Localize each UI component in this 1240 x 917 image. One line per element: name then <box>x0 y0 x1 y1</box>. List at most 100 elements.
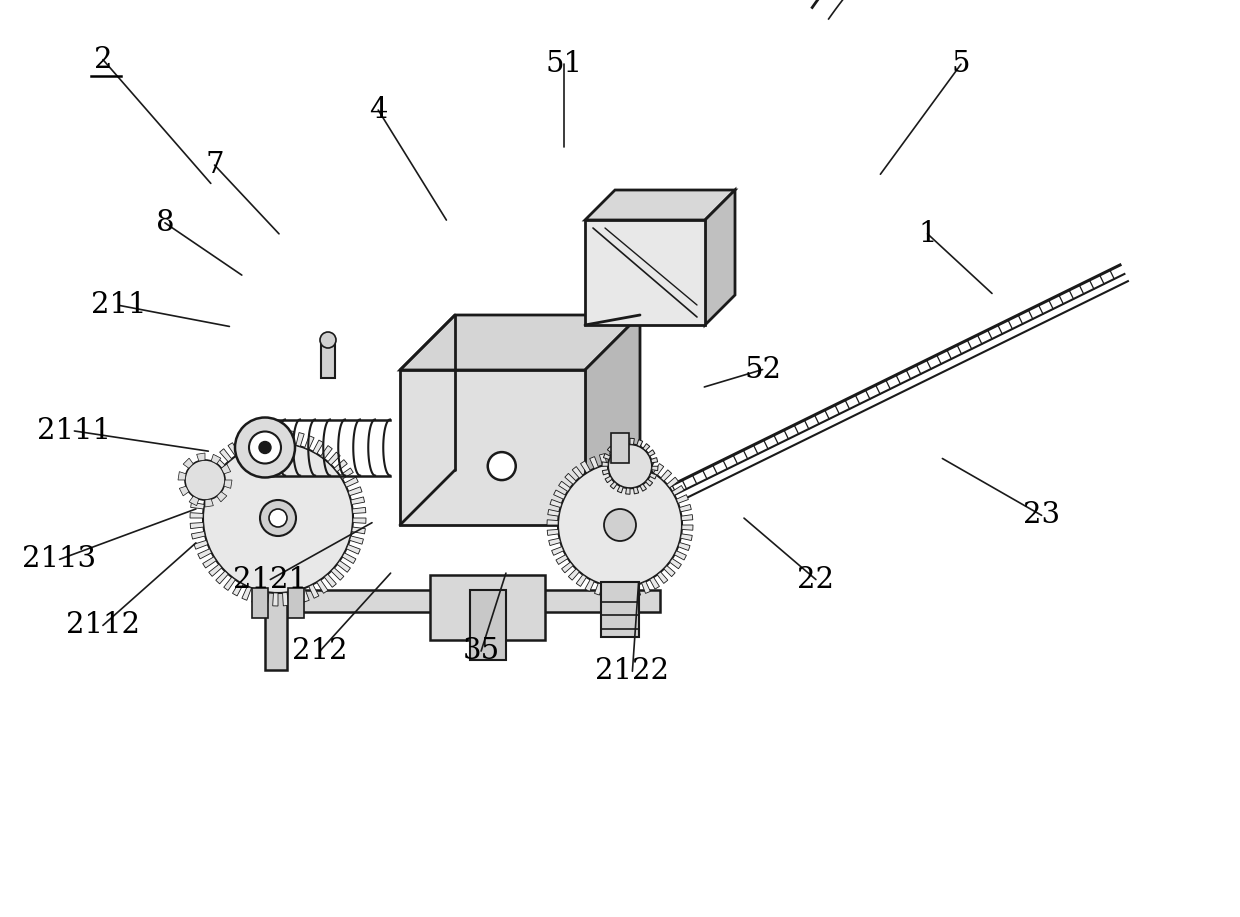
Polygon shape <box>670 558 682 569</box>
Circle shape <box>260 500 296 536</box>
Polygon shape <box>657 572 668 583</box>
Text: 2113: 2113 <box>22 546 97 573</box>
Polygon shape <box>548 510 559 516</box>
Polygon shape <box>663 566 675 577</box>
Polygon shape <box>585 220 706 325</box>
Polygon shape <box>196 482 210 492</box>
Polygon shape <box>257 431 264 445</box>
Text: 2121: 2121 <box>233 566 308 593</box>
Polygon shape <box>265 590 660 612</box>
Circle shape <box>203 443 353 593</box>
Circle shape <box>249 432 281 463</box>
Polygon shape <box>205 499 213 507</box>
Text: 2111: 2111 <box>37 417 112 445</box>
Bar <box>611 433 629 463</box>
Polygon shape <box>637 455 646 467</box>
Polygon shape <box>223 577 236 591</box>
Polygon shape <box>265 590 286 670</box>
Polygon shape <box>352 507 366 514</box>
Polygon shape <box>305 436 314 449</box>
Text: 52: 52 <box>744 356 781 383</box>
Polygon shape <box>672 485 684 495</box>
Polygon shape <box>224 480 232 489</box>
Polygon shape <box>580 461 590 473</box>
Polygon shape <box>228 443 239 457</box>
Polygon shape <box>630 438 635 445</box>
Polygon shape <box>242 586 252 601</box>
Polygon shape <box>324 574 336 587</box>
Text: 22: 22 <box>797 566 835 593</box>
Polygon shape <box>547 520 558 525</box>
Circle shape <box>320 332 336 348</box>
Circle shape <box>269 509 286 527</box>
Polygon shape <box>278 430 283 443</box>
Text: 8: 8 <box>155 209 175 237</box>
Polygon shape <box>232 582 243 596</box>
Polygon shape <box>283 592 289 606</box>
Polygon shape <box>641 581 650 593</box>
Polygon shape <box>179 471 186 480</box>
Polygon shape <box>610 452 615 464</box>
Bar <box>601 582 639 637</box>
Polygon shape <box>353 518 366 524</box>
Polygon shape <box>565 473 577 484</box>
Polygon shape <box>652 466 658 470</box>
Polygon shape <box>352 527 366 534</box>
Polygon shape <box>247 434 255 447</box>
Polygon shape <box>191 532 205 539</box>
Polygon shape <box>618 486 624 492</box>
Polygon shape <box>553 490 565 499</box>
Text: 2112: 2112 <box>66 612 140 639</box>
Polygon shape <box>675 551 687 560</box>
Polygon shape <box>681 514 693 521</box>
Polygon shape <box>180 486 188 496</box>
Polygon shape <box>681 534 692 540</box>
Circle shape <box>604 509 636 541</box>
Bar <box>288 588 304 618</box>
Polygon shape <box>273 593 278 606</box>
Polygon shape <box>590 457 599 469</box>
Polygon shape <box>614 441 620 448</box>
Polygon shape <box>346 545 361 554</box>
Polygon shape <box>291 591 299 604</box>
Polygon shape <box>286 431 294 444</box>
Polygon shape <box>620 452 625 463</box>
Polygon shape <box>217 492 227 502</box>
Text: 35: 35 <box>463 637 500 665</box>
Text: 7: 7 <box>205 151 224 179</box>
Circle shape <box>608 444 652 488</box>
Bar <box>321 340 335 378</box>
Polygon shape <box>237 437 247 451</box>
Polygon shape <box>626 488 630 494</box>
Polygon shape <box>646 480 652 486</box>
Text: 2122: 2122 <box>595 657 670 685</box>
Polygon shape <box>206 464 219 475</box>
Polygon shape <box>642 444 650 450</box>
Polygon shape <box>340 468 353 480</box>
Polygon shape <box>470 590 506 660</box>
Polygon shape <box>621 438 626 446</box>
Polygon shape <box>300 588 309 602</box>
Polygon shape <box>221 464 231 474</box>
Text: 211: 211 <box>92 292 146 319</box>
Polygon shape <box>604 586 611 597</box>
Polygon shape <box>202 557 216 568</box>
Polygon shape <box>594 583 603 595</box>
Polygon shape <box>601 462 609 466</box>
Circle shape <box>185 460 224 500</box>
Polygon shape <box>190 496 198 505</box>
Polygon shape <box>572 467 583 478</box>
Polygon shape <box>646 458 655 470</box>
Polygon shape <box>337 560 351 572</box>
Polygon shape <box>345 477 358 487</box>
Polygon shape <box>212 456 224 469</box>
Polygon shape <box>629 453 636 464</box>
Polygon shape <box>208 564 222 577</box>
Polygon shape <box>585 190 735 220</box>
Polygon shape <box>605 476 613 482</box>
Polygon shape <box>252 590 260 603</box>
Circle shape <box>558 463 682 587</box>
Polygon shape <box>577 575 587 586</box>
Polygon shape <box>312 440 324 454</box>
Text: 4: 4 <box>370 96 387 124</box>
